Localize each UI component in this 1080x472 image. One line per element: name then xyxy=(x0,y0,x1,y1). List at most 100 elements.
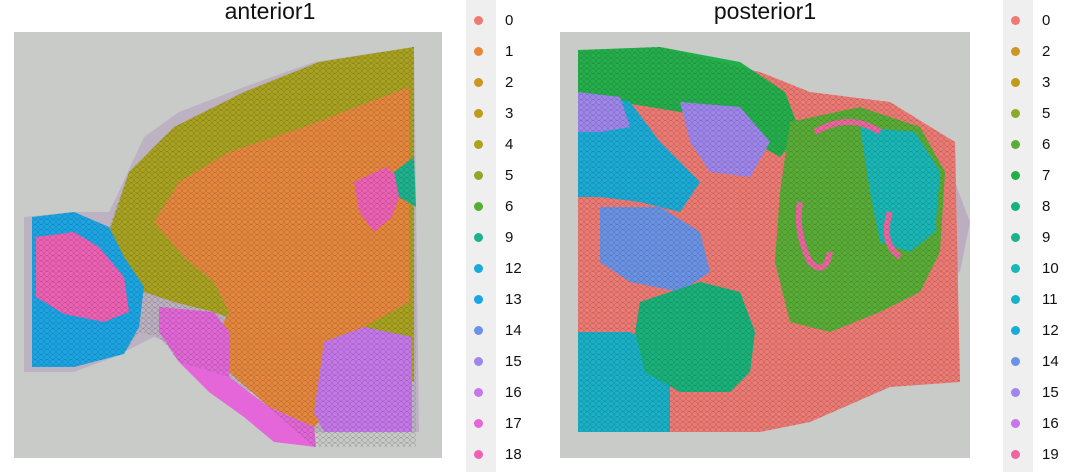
legend-item: 5 xyxy=(466,166,536,186)
legend-swatch xyxy=(474,357,483,366)
legend-label: 3 xyxy=(505,105,514,122)
legend-swatch xyxy=(474,264,483,273)
posterior-spot-map xyxy=(578,47,970,432)
legend-item: 16 xyxy=(466,383,536,403)
legend-item: 19 xyxy=(1003,445,1073,465)
legend-anterior: 0 1 2 3 4 5 6 9 12 13 14 15 16 17 18 xyxy=(466,0,522,472)
legend-swatch xyxy=(1011,326,1020,335)
legend-item: 2 xyxy=(1003,42,1073,62)
legend-swatch xyxy=(1011,171,1020,180)
legend-swatch xyxy=(1011,264,1020,273)
legend-swatch xyxy=(474,450,483,459)
legend-label: 0 xyxy=(1042,12,1051,29)
legend-label: 9 xyxy=(1042,229,1051,246)
legend-item: 5 xyxy=(1003,104,1073,124)
legend-item: 4 xyxy=(466,135,536,155)
legend-item: 6 xyxy=(1003,135,1073,155)
legend-label: 14 xyxy=(505,322,522,339)
legend-item: 3 xyxy=(466,104,536,124)
legend-label: 7 xyxy=(1042,167,1051,184)
legend-item: 3 xyxy=(1003,73,1073,93)
legend-item: 6 xyxy=(466,197,536,217)
legend-label: 2 xyxy=(505,74,514,91)
panel-title-anterior: anterior1 xyxy=(224,0,316,24)
legend-swatch xyxy=(1011,78,1020,87)
legend-swatch xyxy=(474,419,483,428)
legend-label: 18 xyxy=(505,446,522,463)
legend-item: 9 xyxy=(466,228,536,248)
panel-title-posterior: posterior1 xyxy=(713,0,817,24)
legend-label: 12 xyxy=(505,260,522,277)
legend-swatch xyxy=(1011,450,1020,459)
legend-swatch xyxy=(1011,109,1020,118)
legend-item: 17 xyxy=(466,414,536,434)
legend-item: 14 xyxy=(1003,352,1073,372)
legend-label: 3 xyxy=(1042,74,1051,91)
legend-label: 13 xyxy=(505,291,522,308)
legend-label: 15 xyxy=(505,353,522,370)
legend-label: 6 xyxy=(505,198,514,215)
legend-posterior: 0 2 3 5 6 7 8 9 10 11 12 14 15 16 19 xyxy=(1003,0,1059,472)
spot-texture xyxy=(578,47,960,432)
legend-label: 10 xyxy=(1042,260,1059,277)
legend-item: 9 xyxy=(1003,228,1073,248)
legend-item: 1 xyxy=(466,42,536,62)
legend-swatch xyxy=(1011,388,1020,397)
posterior-tissue-plot xyxy=(560,32,970,458)
legend-swatch xyxy=(1011,295,1020,304)
legend-swatch xyxy=(1011,202,1020,211)
legend-item: 15 xyxy=(466,352,536,372)
legend-label: 11 xyxy=(1042,291,1058,308)
legend-label: 4 xyxy=(505,136,514,153)
legend-item: 0 xyxy=(1003,11,1073,31)
legend-item: 8 xyxy=(1003,197,1073,217)
legend-label: 5 xyxy=(505,167,514,184)
legend-swatch xyxy=(474,109,483,118)
legend-label: 0 xyxy=(505,12,514,29)
legend-label: 9 xyxy=(505,229,514,246)
legend-swatch xyxy=(474,233,483,242)
legend-item: 10 xyxy=(1003,259,1073,279)
legend-label: 16 xyxy=(1042,415,1059,432)
legend-swatch xyxy=(1011,419,1020,428)
legend-item: 16 xyxy=(1003,414,1073,434)
legend-swatch xyxy=(474,295,483,304)
legend-swatch xyxy=(474,388,483,397)
legend-item: 12 xyxy=(466,259,536,279)
legend-item: 7 xyxy=(1003,166,1073,186)
legend-item: 0 xyxy=(466,11,536,31)
posterior-panel: posterior1 xyxy=(540,0,1080,472)
legend-label: 5 xyxy=(1042,105,1051,122)
legend-label: 15 xyxy=(1042,384,1059,401)
legend-item: 2 xyxy=(466,73,536,93)
legend-swatch xyxy=(474,326,483,335)
legend-label: 1 xyxy=(505,43,514,60)
legend-label: 12 xyxy=(1042,322,1059,339)
legend-swatch xyxy=(1011,16,1020,25)
legend-item: 11 xyxy=(1003,290,1073,310)
legend-swatch xyxy=(1011,140,1020,149)
legend-swatch xyxy=(474,171,483,180)
anterior-tissue-plot xyxy=(14,32,442,458)
legend-swatch xyxy=(474,78,483,87)
legend-swatch xyxy=(474,140,483,149)
legend-label: 6 xyxy=(1042,136,1051,153)
anterior-spot-map xyxy=(24,47,419,447)
legend-label: 17 xyxy=(505,415,522,432)
legend-swatch xyxy=(474,16,483,25)
legend-label: 16 xyxy=(505,384,522,401)
legend-label: 2 xyxy=(1042,43,1051,60)
legend-label: 19 xyxy=(1042,446,1059,463)
legend-item: 13 xyxy=(466,290,536,310)
legend-label: 14 xyxy=(1042,353,1059,370)
legend-label: 8 xyxy=(1042,198,1051,215)
legend-item: 15 xyxy=(1003,383,1073,403)
anterior-panel: anterior1 xyxy=(14,0,442,458)
spot-texture xyxy=(32,47,416,447)
legend-item: 14 xyxy=(466,321,536,341)
legend-item: 12 xyxy=(1003,321,1073,341)
legend-item: 18 xyxy=(466,445,536,465)
legend-swatch xyxy=(474,47,483,56)
legend-swatch xyxy=(474,202,483,211)
legend-swatch xyxy=(1011,233,1020,242)
